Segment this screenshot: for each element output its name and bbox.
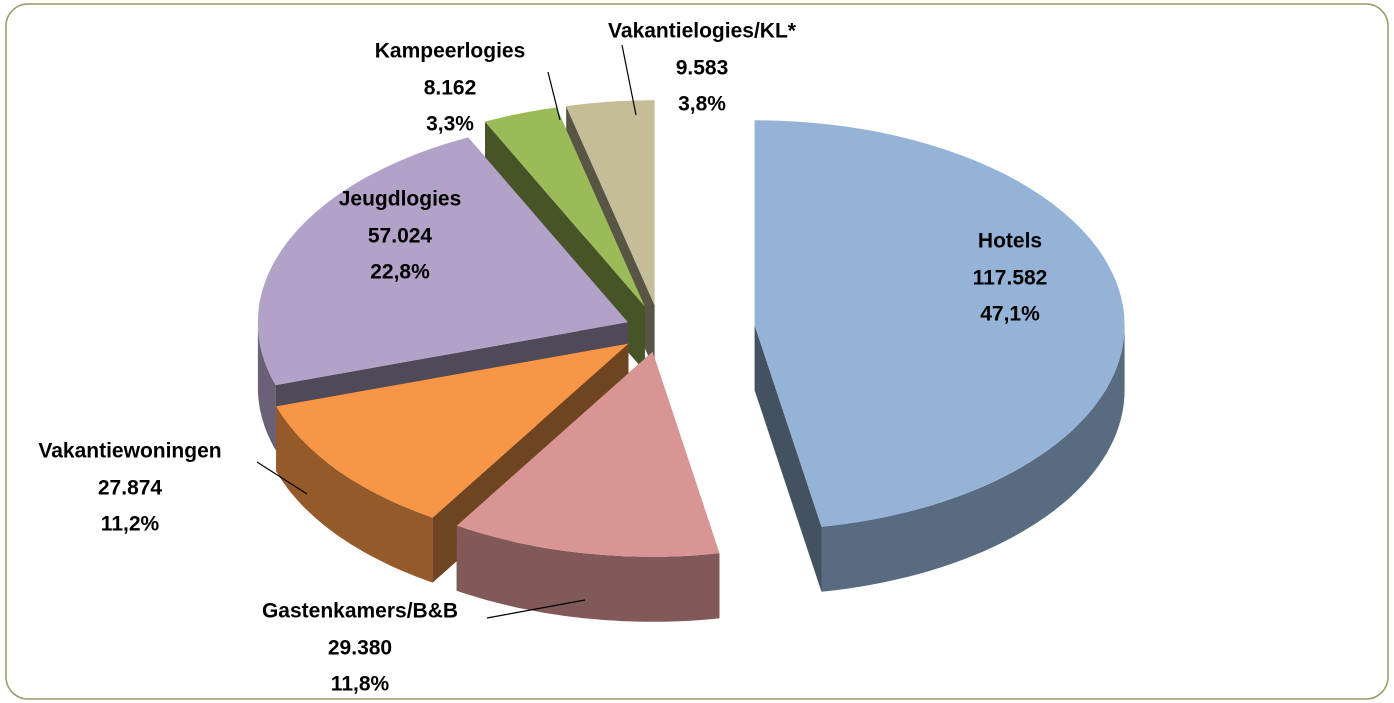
category-label: Jeugdlogies xyxy=(339,188,462,211)
slice-wall xyxy=(821,325,1125,592)
percentage-label: 47,1% xyxy=(980,303,1040,326)
percentage-label: 3,3% xyxy=(426,113,474,136)
slice-wall xyxy=(456,525,720,622)
category-label: Vakantiewoningen xyxy=(38,440,221,463)
leader-line xyxy=(621,44,637,116)
value-label: 9.583 xyxy=(676,57,729,80)
leader-line xyxy=(547,71,561,121)
labels: Hotels 117.582 47,1% Gastenkamers/B&B 29.380… xyxy=(38,20,1047,696)
category-label: Gastenkamers/B&B xyxy=(262,600,458,623)
value-label: 8.162 xyxy=(424,77,477,100)
category-label: Hotels xyxy=(978,230,1042,253)
slice xyxy=(257,137,628,386)
percentage-label: 3,8% xyxy=(678,93,726,116)
percentage-label: 11,2% xyxy=(101,513,160,536)
slice xyxy=(566,100,655,306)
category-label: Kampeerlogies xyxy=(375,40,526,63)
value-label: 117.582 xyxy=(973,267,1048,290)
leader-line xyxy=(486,599,586,619)
pie xyxy=(257,100,1125,622)
percentage-label: 11,8% xyxy=(331,673,390,696)
slice xyxy=(485,107,645,307)
slice-side xyxy=(754,325,822,592)
slice xyxy=(276,343,629,518)
percentage-label: 22,8% xyxy=(370,261,430,284)
value-label: 27.874 xyxy=(98,477,163,500)
value-label: 57.024 xyxy=(368,225,433,248)
leader-line xyxy=(256,461,308,495)
value-label: 29.380 xyxy=(328,637,392,660)
slice xyxy=(754,120,1125,527)
category-label: Vakantielogies/KL* xyxy=(608,20,797,43)
slice-wall xyxy=(257,322,276,451)
slice-wall xyxy=(276,406,433,583)
slice xyxy=(456,351,720,557)
